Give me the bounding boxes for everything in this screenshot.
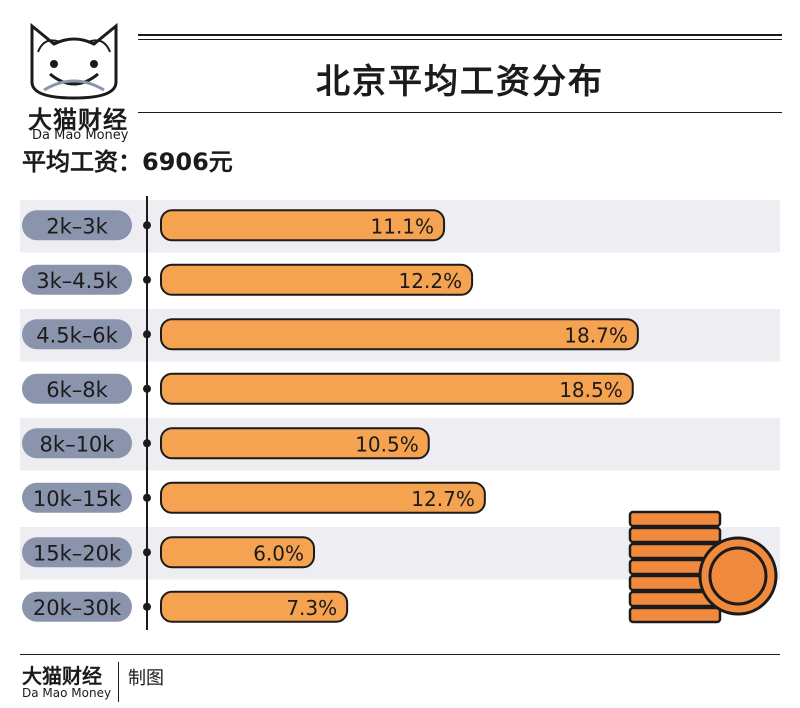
category-label: 10k–15k [33, 487, 122, 511]
brand-name-cn: 大猫财经 [28, 106, 128, 134]
bar [160, 372, 634, 405]
bar-value-label: 11.1% [371, 214, 435, 238]
axis-dot [143, 384, 151, 393]
brand-name-en: Da Mao Money [32, 128, 129, 143]
salary-bar-chart: 2k–3k 11.1% 3k–4.5k 12.2% 4.5k–6k 18.7% 6k–8k 1… [20, 196, 780, 630]
category-pill [22, 319, 132, 350]
bar [160, 209, 446, 242]
bar-value-label: 12.2% [399, 269, 463, 293]
bar-value-label: 18.7% [564, 323, 628, 347]
bar [160, 481, 486, 514]
axis-dot [143, 493, 151, 502]
brand-logo: 大猫财经 Da Mao Money [16, 12, 132, 143]
category-pill [22, 428, 132, 459]
bar-value-label: 6.0% [253, 541, 304, 565]
axis-dot [143, 602, 151, 611]
bar [160, 318, 639, 351]
title-rule-bottom [138, 112, 782, 113]
bar [160, 536, 315, 569]
footer-brand-cn: 大猫财经 [22, 664, 102, 688]
title-rule-top [138, 34, 782, 36]
category-pill [22, 210, 132, 241]
axis-dot [143, 275, 151, 284]
category-label: 20k–30k [33, 596, 122, 620]
category-pill [22, 373, 132, 404]
chart-title: 北京平均工资分布 [316, 62, 604, 102]
category-label: 4.5k–6k [36, 323, 118, 347]
axis-dot [143, 330, 151, 339]
category-label: 6k–8k [46, 378, 108, 402]
footer-rule [20, 654, 780, 655]
cat-logo-icon [30, 22, 118, 100]
bar [160, 263, 474, 296]
category-pill [22, 591, 132, 622]
bar-value-label: 12.7% [411, 487, 475, 511]
axis-dot [143, 439, 151, 448]
bar-value-label: 18.5% [559, 378, 623, 402]
axis-dot [143, 221, 151, 230]
coin-stack-icon [628, 510, 778, 624]
footer-brand-en: Da Mao Money [22, 686, 112, 700]
footer-separator [118, 662, 119, 702]
category-pill [22, 264, 132, 295]
axis-dot [143, 548, 151, 557]
category-label: 15k–20k [33, 541, 122, 565]
bar-value-label: 7.3% [286, 596, 337, 620]
bar-value-label: 10.5% [355, 432, 419, 456]
category-label: 8k–10k [40, 432, 116, 456]
bar [160, 427, 430, 460]
bar [160, 590, 349, 623]
title-rule-top-thin [138, 39, 782, 40]
footer-credit: 制图 [128, 668, 164, 689]
average-salary: 平均工资：6906元 [22, 148, 233, 176]
category-label: 2k–3k [46, 214, 108, 238]
category-label: 3k–4.5k [36, 269, 118, 293]
category-pill [22, 537, 132, 568]
category-pill [22, 482, 132, 513]
